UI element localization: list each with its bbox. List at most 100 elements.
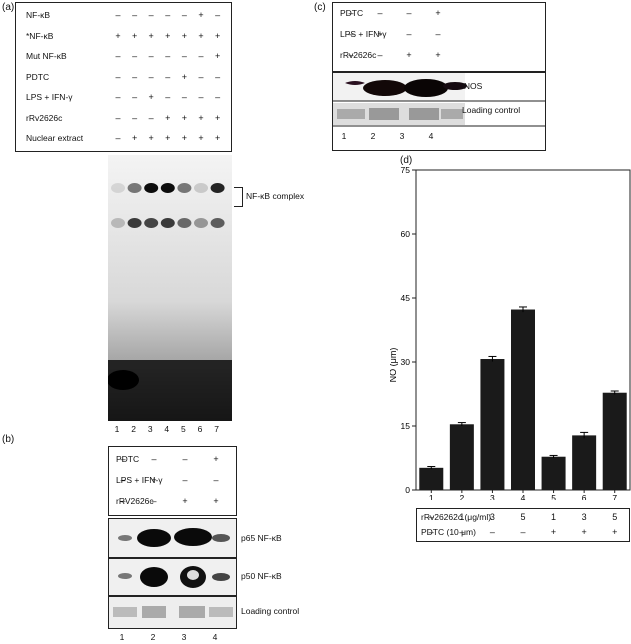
- condition-sign: –: [115, 10, 121, 20]
- blot-b-loading: [108, 596, 237, 629]
- gel-band: [160, 218, 175, 228]
- gel-band: [194, 218, 208, 228]
- condition-sign: –: [115, 51, 121, 61]
- condition-sign: 3: [489, 512, 495, 522]
- condition-sign: +: [214, 133, 221, 143]
- condition-sign: –: [213, 475, 219, 485]
- condition-label: PDTC: [340, 8, 364, 18]
- x-tick-label: 2: [459, 493, 464, 500]
- condition-sign: –: [165, 71, 171, 82]
- condition-sign: +: [612, 527, 618, 537]
- lane-number: 2: [370, 131, 376, 141]
- condition-sign: +: [213, 454, 219, 464]
- emsa-gel: [107, 155, 232, 421]
- gel-band: [210, 183, 225, 193]
- condition-sign: +: [181, 112, 188, 123]
- condition-sign: –: [215, 92, 221, 102]
- condition-sign: +: [198, 10, 204, 20]
- condition-sign: –: [132, 71, 138, 82]
- panel-b-letter: (b): [2, 434, 15, 445]
- condition-sign: –: [148, 10, 154, 20]
- condition-sign: –: [120, 454, 126, 464]
- y-tick-label: 30: [401, 357, 411, 367]
- condition-sign: –: [132, 51, 138, 61]
- condition-sign: –: [198, 71, 204, 82]
- condition-label: rRv2626c: [340, 50, 377, 60]
- condition-sign: –: [489, 527, 495, 537]
- x-tick-label: 5: [551, 493, 556, 500]
- condition-sign: –: [428, 527, 434, 537]
- x-tick-label: 6: [582, 493, 587, 500]
- p65-label: p65 NF-κB: [241, 533, 282, 543]
- y-tick-label: 60: [401, 229, 411, 239]
- condition-sign: 5: [612, 512, 618, 522]
- condition-sign: +: [182, 496, 188, 506]
- condition-label: LPS + IFN-γ: [116, 475, 163, 485]
- x-tick-label: 3: [490, 493, 495, 500]
- condition-sign: +: [377, 29, 383, 39]
- condition-sign: –: [165, 51, 171, 61]
- condition-sign: +: [198, 133, 204, 143]
- emsa-gel-image: [107, 155, 232, 421]
- condition-sign: +: [165, 30, 171, 41]
- condition-sign: –: [181, 10, 187, 20]
- condition-sign: –: [148, 71, 154, 82]
- condition-sign: –: [120, 496, 126, 506]
- gel-band: [111, 183, 125, 193]
- condition-sign: –: [348, 8, 354, 18]
- bar: [419, 467, 444, 490]
- condition-sign: –: [151, 496, 157, 506]
- condition-sign: –: [115, 112, 121, 123]
- panel-a-condition-box: [15, 2, 232, 152]
- lane-number: 7: [214, 424, 219, 434]
- lane-number: 5: [181, 424, 186, 434]
- condition-sign: +: [165, 112, 171, 123]
- condition-sign: –: [115, 133, 121, 143]
- blot-p50: [108, 558, 237, 596]
- inos-blot-image: [333, 73, 545, 127]
- bar: [602, 392, 627, 490]
- lane-number: 3: [181, 632, 187, 642]
- condition-label: PDTC: [26, 71, 50, 82]
- gel-band: [144, 218, 159, 228]
- condition-sign: –: [132, 92, 138, 102]
- condition-sign: 1: [551, 512, 557, 522]
- inos-label: iNOS: [462, 81, 483, 91]
- panel-d-letter: (d): [400, 155, 413, 166]
- condition-sign: –: [435, 29, 441, 39]
- blot-b-loading-image: [109, 597, 236, 628]
- lane-number: 1: [119, 632, 125, 642]
- condition-sign: –: [181, 51, 187, 61]
- condition-sign: +: [213, 496, 219, 506]
- condition-sign: –: [377, 8, 383, 18]
- condition-sign: +: [581, 527, 587, 537]
- blot-p50-image: [109, 559, 236, 595]
- condition-sign: –: [182, 475, 188, 485]
- nfkb-complex-label: NF-κB complex: [246, 191, 305, 201]
- condition-sign: –: [148, 112, 154, 123]
- bar: [449, 424, 474, 490]
- condition-sign: –: [215, 71, 221, 82]
- condition-sign: +: [214, 51, 221, 61]
- lane-number: 3: [399, 131, 405, 141]
- condition-label: rRv2626c: [26, 112, 63, 123]
- panel-c-condition-box: [332, 2, 546, 72]
- condition-sign: –: [348, 50, 354, 60]
- gel-band: [177, 183, 192, 193]
- gel-band: [127, 183, 142, 193]
- condition-label: NF-κB: [26, 10, 51, 20]
- condition-sign: –: [151, 454, 157, 464]
- condition-sign: –: [198, 92, 204, 102]
- p50-label: p50 NF-κB: [241, 571, 282, 581]
- y-tick-label: 0: [405, 485, 410, 495]
- condition-sign: +: [198, 112, 204, 123]
- bar: [480, 359, 505, 490]
- x-tick-label: 4: [521, 493, 526, 500]
- condition-sign: –: [120, 475, 126, 485]
- condition-sign: +: [435, 50, 441, 60]
- lane-number: 3: [147, 424, 153, 434]
- lane-number: 6: [197, 424, 203, 434]
- condition-label: LPS + IFN-γ: [340, 29, 387, 39]
- y-tick-label: 75: [401, 165, 411, 175]
- condition-sign: +: [131, 133, 138, 143]
